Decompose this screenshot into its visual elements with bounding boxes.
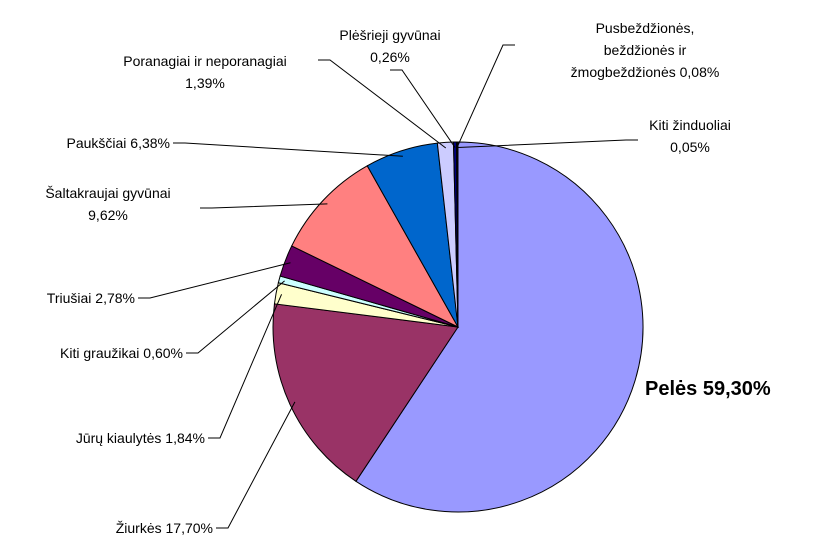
slice-label: Kiti graužikai 0,60% bbox=[60, 342, 183, 364]
slice-value: 17,70% bbox=[165, 520, 213, 536]
leader-line bbox=[138, 262, 291, 299]
slice-label: Jūrų kiaulytės 1,84% bbox=[76, 427, 205, 449]
pie-slice bbox=[355, 141, 644, 513]
leader-line bbox=[173, 142, 403, 157]
slice-name: Kiti žinduoliai bbox=[649, 117, 731, 133]
leader-line bbox=[208, 294, 283, 439]
pie-slice bbox=[272, 303, 459, 482]
slice-label: Žiurkės 17,70% bbox=[116, 517, 213, 538]
slice-value: 0,05% bbox=[670, 139, 710, 155]
slice-value: 0,26% bbox=[370, 49, 410, 65]
slice-value: 0,08% bbox=[679, 64, 720, 80]
slice-label: Šaltakraujai gyvūnai 9,62% bbox=[8, 182, 208, 226]
slice-label: Triušiai 2,78% bbox=[47, 287, 135, 309]
slice-name: Pelės bbox=[645, 378, 698, 400]
leader-line bbox=[200, 203, 328, 209]
leader-line bbox=[390, 69, 456, 148]
slice-value: 6,38% bbox=[130, 135, 170, 151]
leader-line bbox=[456, 44, 515, 148]
slice-label: Paukščiai 6,38% bbox=[66, 132, 170, 154]
slice-label: Pelės 59,30% bbox=[645, 378, 771, 400]
leader-line bbox=[216, 401, 296, 529]
slice-value: 0,60% bbox=[143, 345, 183, 361]
slice-label: Poranagiai ir neporanagiai 1,39% bbox=[85, 50, 325, 94]
slice-value: 2,78% bbox=[95, 290, 135, 306]
slice-name: Poranagiai ir neporanagiai bbox=[123, 53, 287, 69]
slice-name: Kiti graužikai bbox=[60, 345, 140, 361]
slice-value: 1,84% bbox=[165, 430, 205, 446]
slice-name: Pusbeždžionės, beždžionės ir žmogbeždžio… bbox=[570, 20, 695, 80]
slice-label: Kiti žinduoliai 0,05% bbox=[620, 114, 760, 158]
leader-line bbox=[457, 139, 638, 149]
slice-value: 9,62% bbox=[88, 207, 128, 223]
slice-value: 59,30% bbox=[702, 378, 771, 400]
slice-label: Plėšrieji gyvūnai 0,26% bbox=[310, 24, 470, 68]
pie-slice bbox=[456, 141, 459, 328]
slice-name: Triušiai bbox=[46, 290, 92, 306]
slice-name: Plėšrieji gyvūnai bbox=[339, 27, 441, 43]
slice-name: Jūrų kiaulytės bbox=[75, 430, 162, 446]
leader-line bbox=[186, 280, 285, 354]
leader-line bbox=[318, 59, 447, 149]
slice-value: 1,39% bbox=[185, 75, 225, 91]
slice-name: Žiurkės bbox=[115, 520, 162, 536]
pie-slice bbox=[291, 165, 460, 329]
slice-label: Pusbeždžionės, beždžionės ir žmogbeždžio… bbox=[560, 17, 730, 83]
slice-name: Šaltakraujai gyvūnai bbox=[45, 185, 171, 201]
slice-name: Paukščiai bbox=[66, 135, 127, 151]
